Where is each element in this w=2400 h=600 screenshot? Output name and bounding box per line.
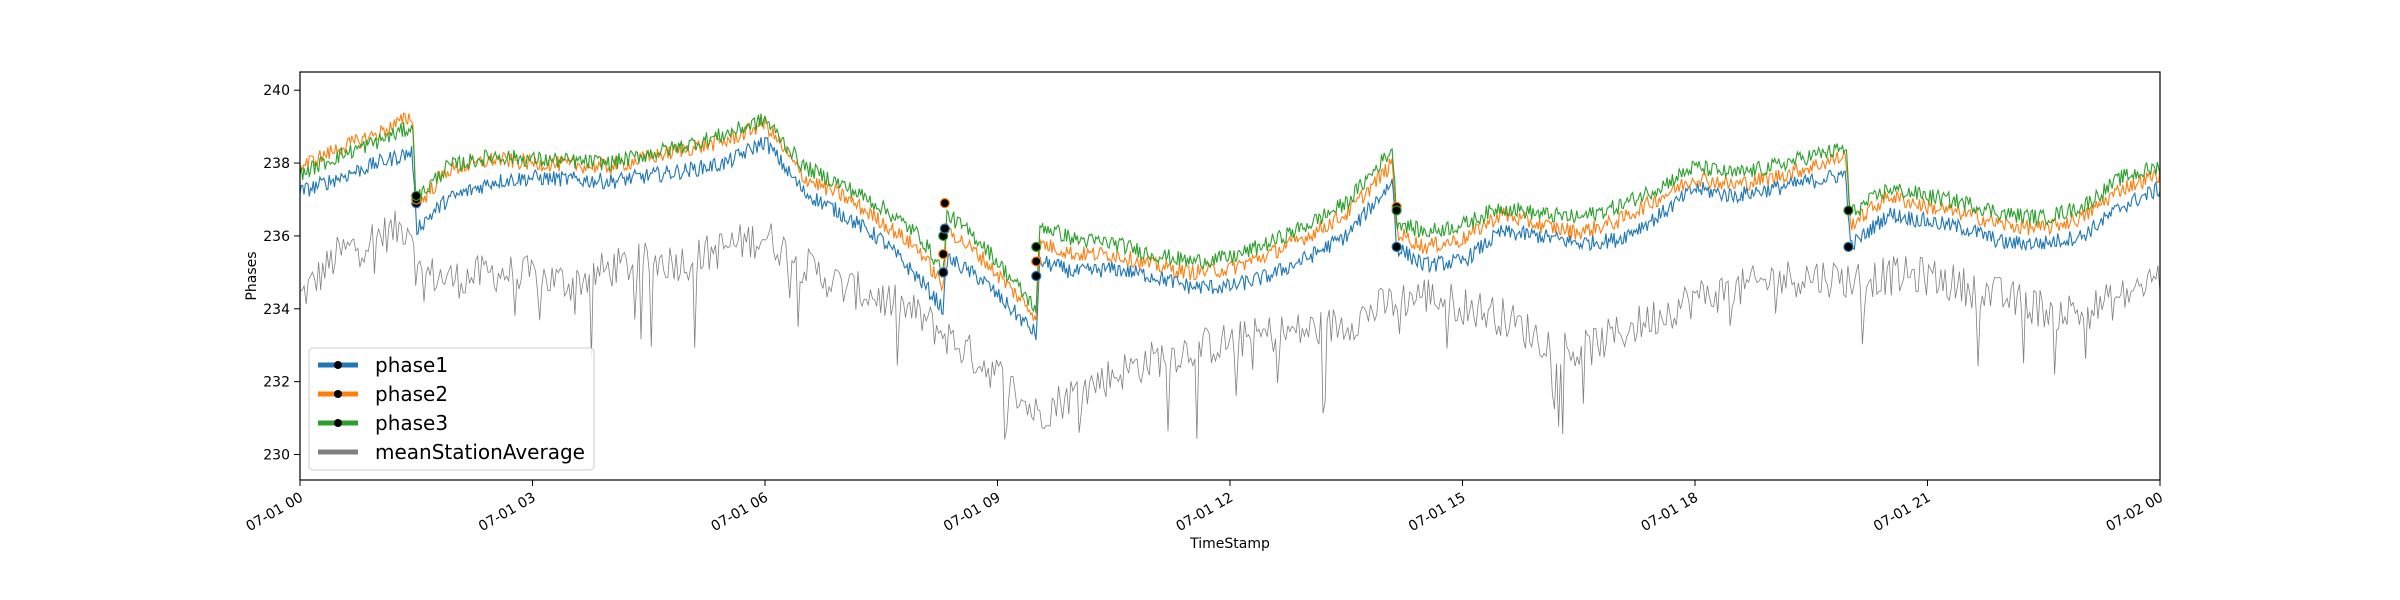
y-tick-label: 236 (263, 229, 290, 245)
series-line-meanStationAverage (299, 210, 2161, 440)
legend-marker-phase3 (334, 419, 342, 427)
legend-marker-phase1 (334, 361, 342, 369)
y-tick-label: 234 (263, 302, 290, 318)
legend-box (308, 347, 595, 471)
legend-label-phase2: phase2 (375, 382, 448, 406)
marker-phase1 (1843, 241, 1854, 252)
marker-phase3 (1843, 205, 1854, 216)
marker-phase1 (939, 223, 950, 234)
marker-phase3 (411, 190, 422, 201)
legend-item-phase2: phase2 (318, 382, 448, 406)
legend: phase1 phase2 phase3 meanStationAverage (308, 347, 595, 471)
marker-layer (411, 190, 1854, 282)
y-axis: 230 232 234 236 238 240 (263, 83, 300, 464)
marker-phase2 (1031, 256, 1042, 267)
legend-label-phase1: phase1 (375, 353, 448, 377)
plot-area (299, 71, 2161, 481)
legend-item-phase3: phase3 (318, 411, 448, 435)
marker-phase1 (938, 267, 949, 278)
y-tick-label: 238 (263, 156, 290, 172)
y-tick-label: 230 (263, 448, 290, 464)
marker-phase3 (1031, 241, 1042, 252)
series-line-phase2 (299, 112, 2161, 321)
marker-phase1 (1031, 270, 1042, 282)
marker-phase1 (1391, 241, 1402, 252)
legend-item-mean-station-average: meanStationAverage (318, 440, 585, 464)
legend-label-phase3: phase3 (375, 411, 448, 435)
marker-phase2 (938, 249, 949, 260)
x-axis-label: TimeStamp (1189, 536, 1270, 552)
y-tick-label: 240 (263, 83, 290, 99)
series-line-phase1 (299, 136, 2161, 341)
marker-phase3 (1391, 205, 1402, 216)
y-axis-label: Phases (244, 251, 260, 300)
legend-marker-phase2 (334, 390, 342, 398)
marker-phase2 (939, 198, 950, 209)
legend-label-mean-station-average: meanStationAverage (375, 440, 585, 464)
y-tick-label: 232 (263, 375, 290, 391)
legend-item-phase1: phase1 (318, 353, 448, 377)
